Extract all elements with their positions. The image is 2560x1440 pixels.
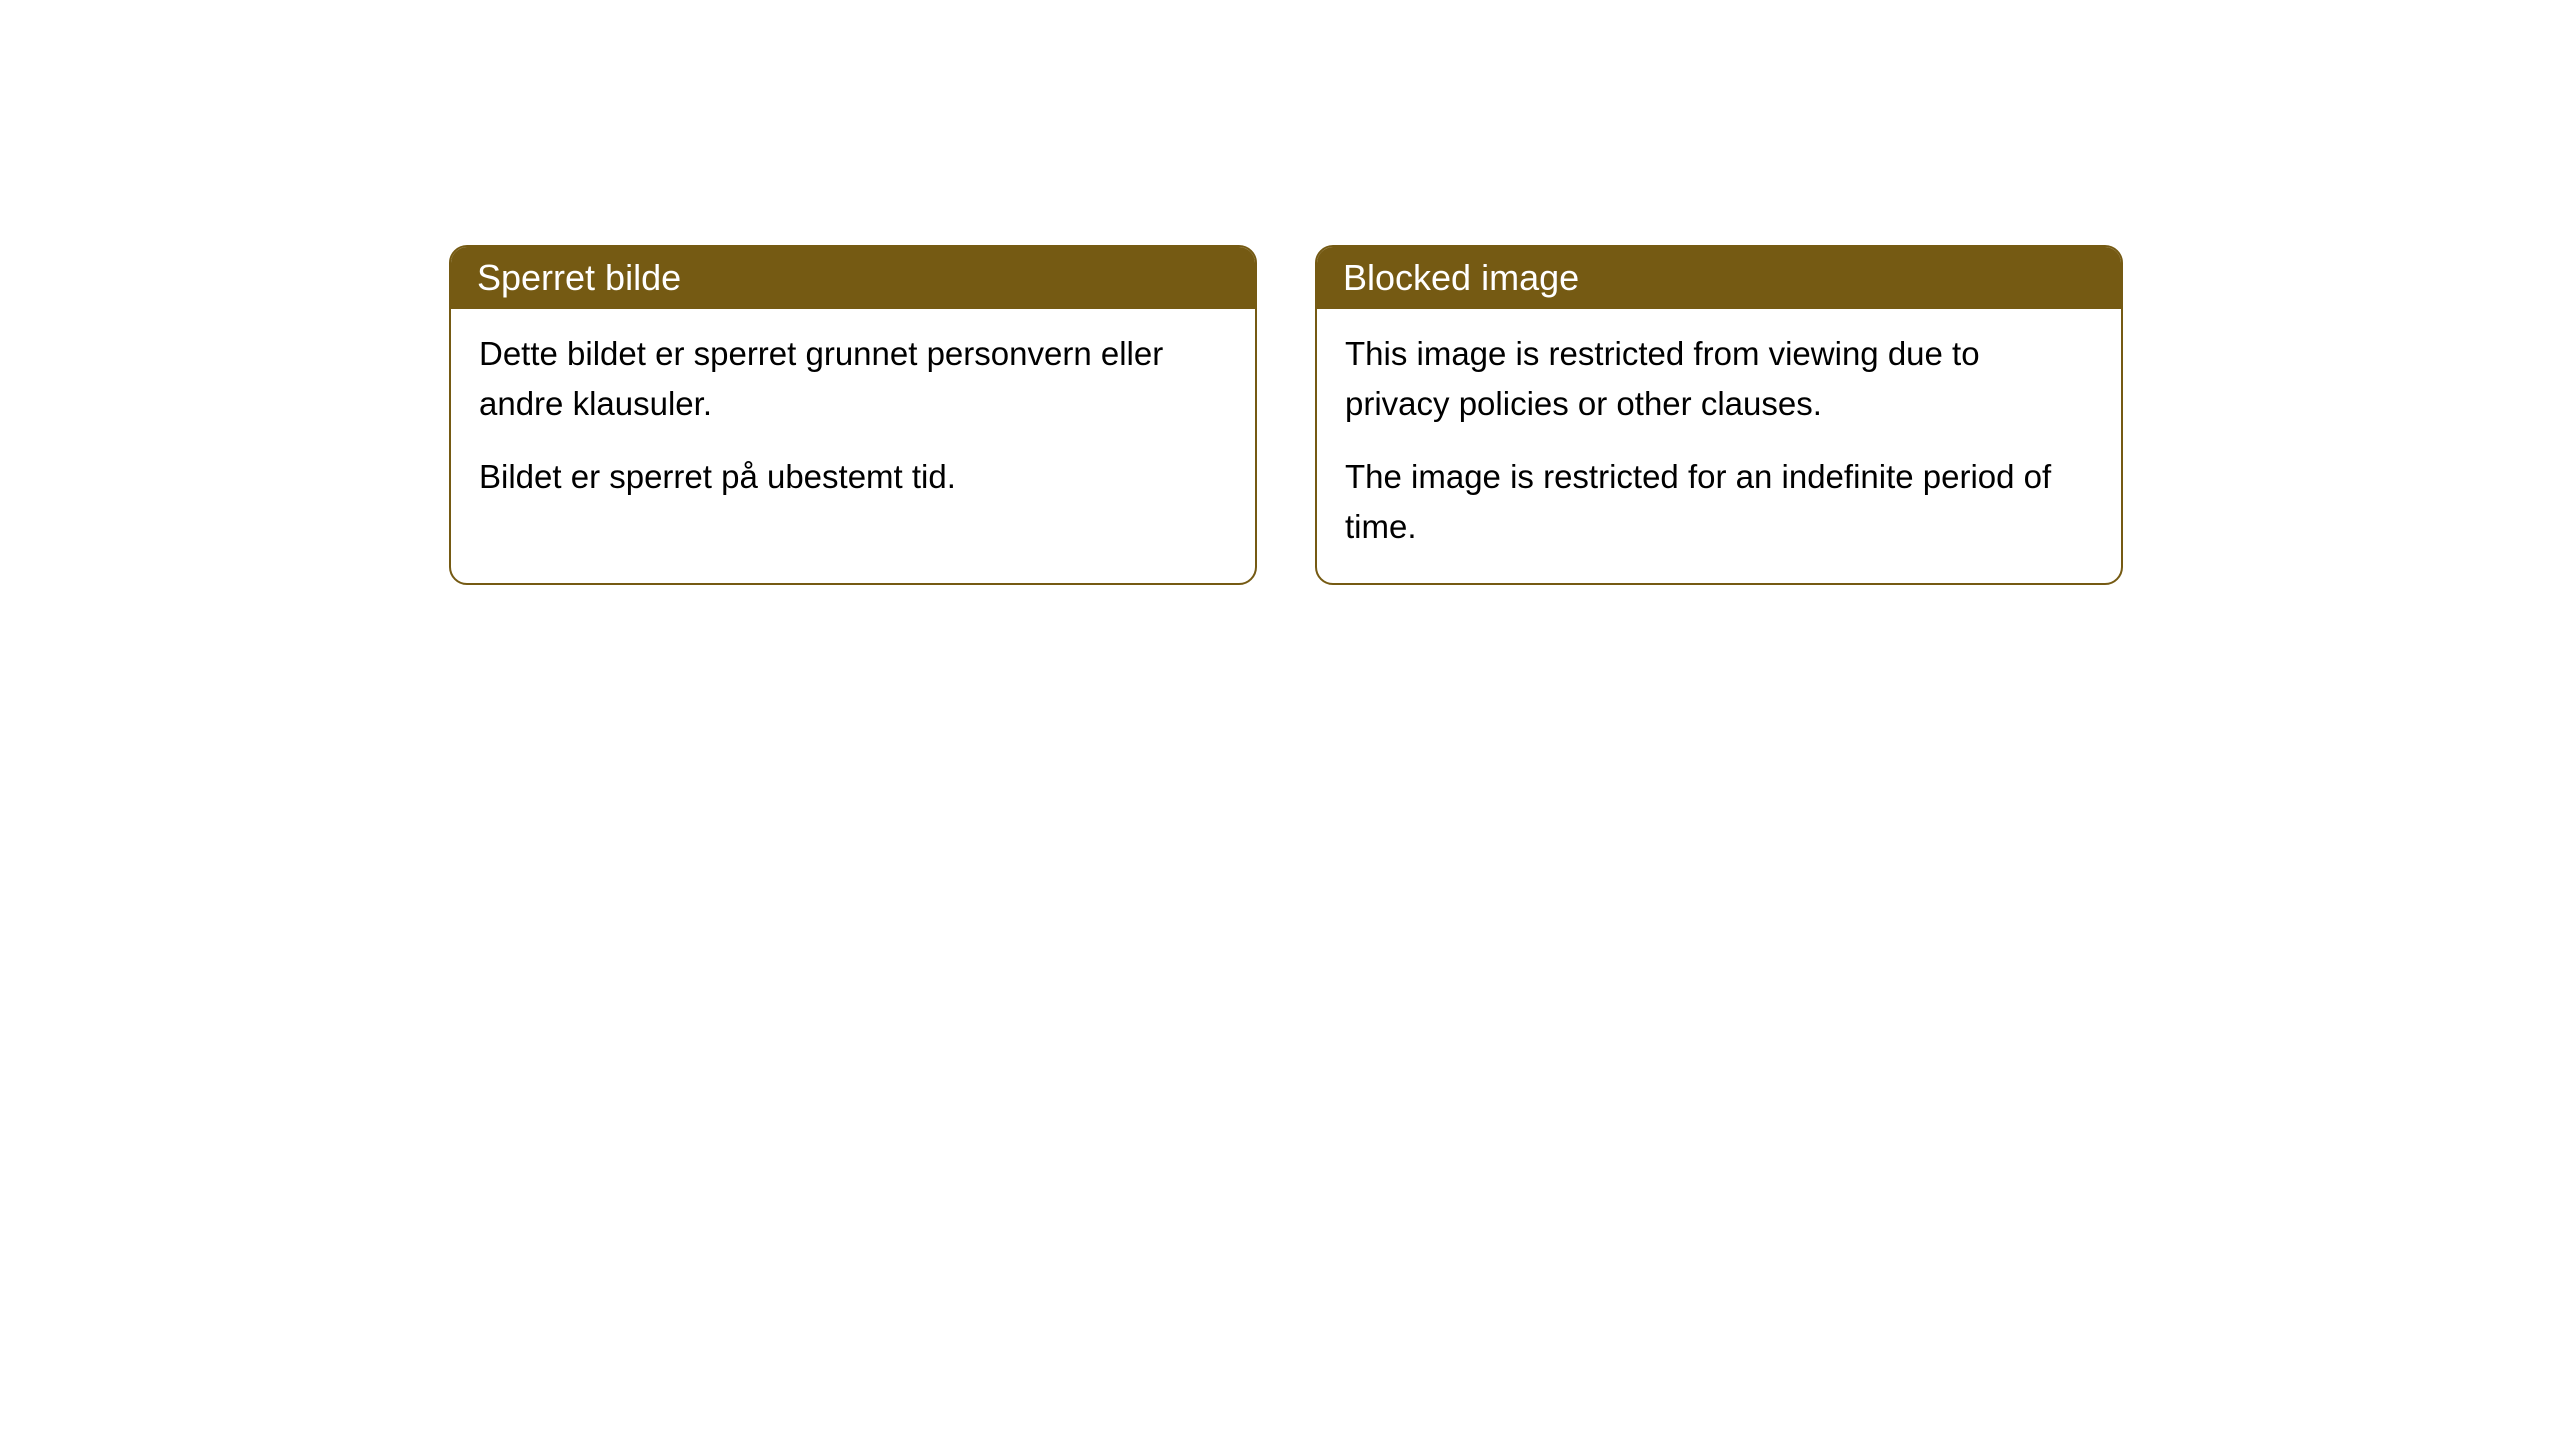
blocked-image-card-norwegian: Sperret bilde Dette bildet er sperret gr… — [449, 245, 1257, 585]
card-title: Blocked image — [1343, 257, 1579, 298]
card-paragraph: Dette bildet er sperret grunnet personve… — [479, 329, 1227, 428]
card-paragraph: The image is restricted for an indefinit… — [1345, 452, 2093, 551]
card-header: Blocked image — [1317, 247, 2121, 309]
card-header: Sperret bilde — [451, 247, 1255, 309]
cards-container: Sperret bilde Dette bildet er sperret gr… — [449, 245, 2123, 585]
card-paragraph: Bildet er sperret på ubestemt tid. — [479, 452, 1227, 502]
card-body: Dette bildet er sperret grunnet personve… — [451, 309, 1255, 534]
blocked-image-card-english: Blocked image This image is restricted f… — [1315, 245, 2123, 585]
card-body: This image is restricted from viewing du… — [1317, 309, 2121, 583]
card-paragraph: This image is restricted from viewing du… — [1345, 329, 2093, 428]
card-title: Sperret bilde — [477, 257, 681, 298]
